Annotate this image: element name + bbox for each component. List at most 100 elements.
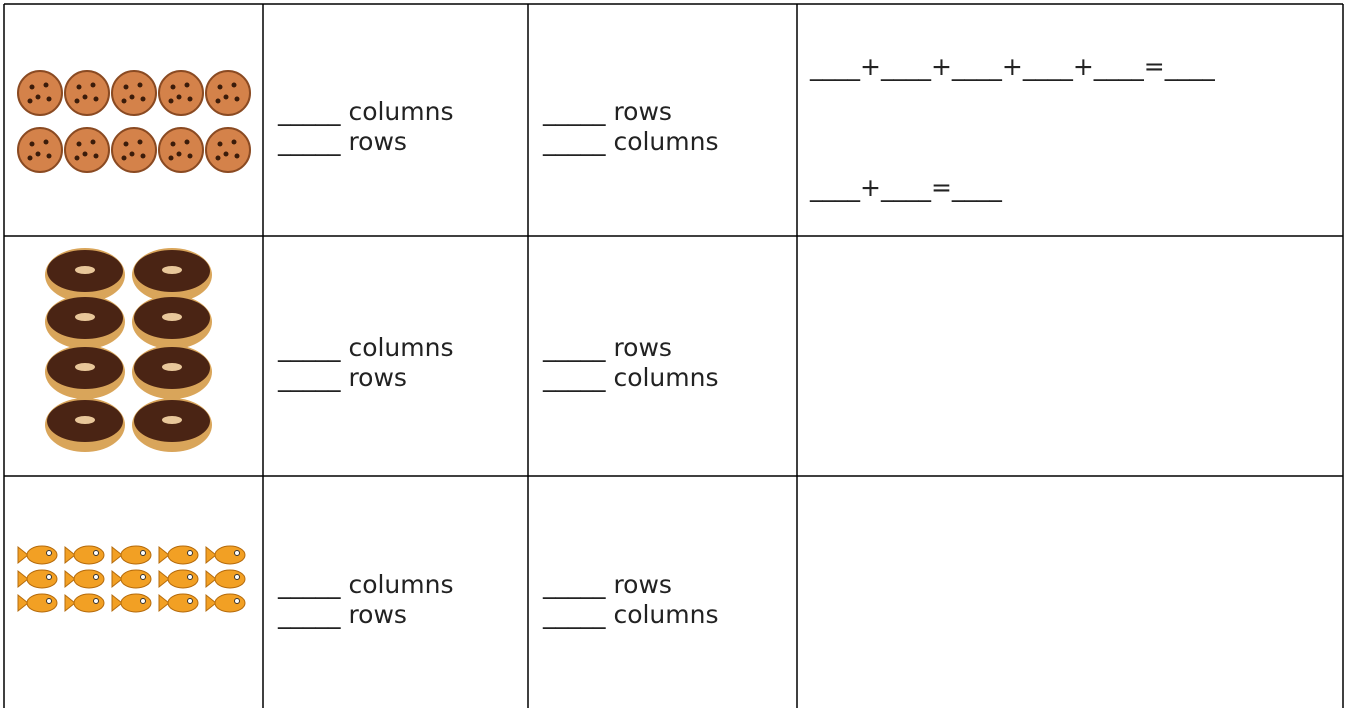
fish-eye xyxy=(187,550,193,556)
fish-eye xyxy=(46,598,52,604)
cell-text: _____ columns xyxy=(278,333,454,362)
chip xyxy=(187,96,193,102)
donut-hole xyxy=(162,416,182,424)
fish-eye xyxy=(46,550,52,556)
chip xyxy=(90,139,96,145)
chip xyxy=(93,153,99,159)
chip xyxy=(170,84,176,90)
fish-eye xyxy=(140,598,146,604)
chip xyxy=(234,96,240,102)
fish xyxy=(167,593,199,613)
chip xyxy=(123,84,129,90)
chip xyxy=(93,96,99,102)
cookie xyxy=(205,127,251,173)
chip xyxy=(35,94,41,100)
fish-tail xyxy=(205,593,217,613)
fish xyxy=(167,545,199,565)
chip xyxy=(74,98,80,104)
donut-hole xyxy=(75,416,95,424)
fish-tail xyxy=(17,569,29,589)
chip xyxy=(76,141,82,147)
fish-tail xyxy=(111,593,123,613)
chip xyxy=(46,153,52,159)
cell-text: _____ rows xyxy=(278,363,407,392)
cell-text: _____ rows xyxy=(543,97,672,126)
fish-eye xyxy=(140,574,146,580)
donut-hole xyxy=(162,313,182,321)
chip xyxy=(76,84,82,90)
fish xyxy=(120,569,152,589)
chip xyxy=(29,84,35,90)
cell-text: _____ columns xyxy=(543,363,719,392)
chip xyxy=(187,153,193,159)
fish xyxy=(214,569,246,589)
cookie xyxy=(158,70,204,116)
chip xyxy=(223,94,229,100)
cookie xyxy=(111,127,157,173)
chip xyxy=(170,141,176,147)
fish xyxy=(73,545,105,565)
cookie xyxy=(158,127,204,173)
fish xyxy=(120,545,152,565)
chip xyxy=(27,98,33,104)
chip xyxy=(29,141,35,147)
cell-text: ____+____=____ xyxy=(810,173,1002,202)
cookie xyxy=(64,127,110,173)
chip xyxy=(176,151,182,157)
chip xyxy=(121,98,127,104)
cell-text: ____+____+____+____+____=____ xyxy=(810,52,1215,81)
chip xyxy=(46,96,52,102)
fish-eye xyxy=(46,574,52,580)
chip xyxy=(35,151,41,157)
cookie xyxy=(17,70,63,116)
fish-eye xyxy=(234,598,240,604)
borders xyxy=(3,3,1344,708)
chip xyxy=(168,98,174,104)
fish xyxy=(120,593,152,613)
chip xyxy=(215,155,221,161)
chip xyxy=(82,94,88,100)
fish-tail xyxy=(205,569,217,589)
fish-tail xyxy=(17,593,29,613)
donut-hole xyxy=(162,363,182,371)
cell-text: _____ rows xyxy=(278,127,407,156)
chip xyxy=(123,141,129,147)
chip xyxy=(137,82,143,88)
fish-tail xyxy=(17,545,29,565)
chip xyxy=(217,141,223,147)
fish-tail xyxy=(158,569,170,589)
fish-eye xyxy=(93,598,99,604)
chip xyxy=(217,84,223,90)
cell-text: _____ rows xyxy=(278,600,407,629)
fish-eye xyxy=(234,550,240,556)
cookie xyxy=(111,70,157,116)
fish-eye xyxy=(140,550,146,556)
chip xyxy=(140,96,146,102)
donut-hole xyxy=(162,266,182,274)
fish-eye xyxy=(93,550,99,556)
cell-text: _____ columns xyxy=(278,570,454,599)
cookie xyxy=(205,70,251,116)
fish-tail xyxy=(111,569,123,589)
fish xyxy=(214,593,246,613)
cell-text: _____ columns xyxy=(543,127,719,156)
chip xyxy=(184,139,190,145)
chip xyxy=(184,82,190,88)
donut-hole xyxy=(75,266,95,274)
cell-text: _____ columns xyxy=(278,97,454,126)
fish-eye xyxy=(234,574,240,580)
fish-tail xyxy=(111,545,123,565)
fish-tail xyxy=(64,593,76,613)
fish-tail xyxy=(205,545,217,565)
cell-text: _____ columns xyxy=(543,600,719,629)
chip xyxy=(27,155,33,161)
fish xyxy=(214,545,246,565)
chip xyxy=(137,139,143,145)
fish-tail xyxy=(64,545,76,565)
donut-hole xyxy=(75,313,95,321)
fish-tail xyxy=(158,545,170,565)
chip xyxy=(129,151,135,157)
fish xyxy=(26,545,58,565)
fish-tail xyxy=(158,593,170,613)
